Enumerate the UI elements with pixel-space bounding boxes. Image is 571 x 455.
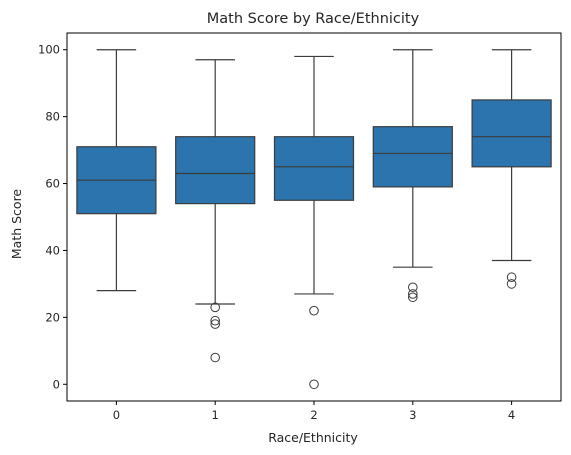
box-iqr: [273, 136, 355, 201]
y-tick-label: 0: [53, 377, 60, 391]
y-tick-label: 60: [45, 177, 60, 191]
x-tick-label: 2: [310, 408, 317, 422]
plot-area: 0 20 40 60 80 100 0 1 2 3 4: [38, 32, 562, 422]
outlier-point: [210, 302, 220, 313]
outlier-point: [210, 319, 220, 329]
y-tick-label: 20: [45, 310, 60, 324]
outlier-point: [506, 279, 517, 289]
box-iqr: [175, 136, 256, 205]
chart-title: Math Score by Race/Ethnicity: [207, 11, 420, 27]
outlier-point: [309, 305, 319, 316]
outlier-point: [309, 379, 319, 390]
x-tick-label: 1: [212, 408, 219, 422]
y-tick-label: 80: [45, 110, 60, 124]
outlier-point: [408, 282, 418, 293]
x-tick-label: 4: [508, 408, 515, 422]
x-axis-label: Race/Ethnicity: [268, 430, 358, 445]
x-tick-label: 0: [113, 408, 120, 422]
outlier-point: [408, 292, 418, 303]
y-axis-label: Math Score: [9, 189, 24, 260]
outlier-point: [506, 272, 517, 283]
y-tick-label: 100: [38, 43, 60, 57]
y-tick-label: 40: [45, 243, 60, 257]
box-iqr: [372, 126, 453, 188]
outlier-point: [408, 289, 418, 299]
box-iqr: [471, 99, 552, 168]
outlier-point: [210, 315, 220, 326]
x-tick-label: 3: [409, 408, 416, 422]
outlier-point: [210, 352, 220, 363]
